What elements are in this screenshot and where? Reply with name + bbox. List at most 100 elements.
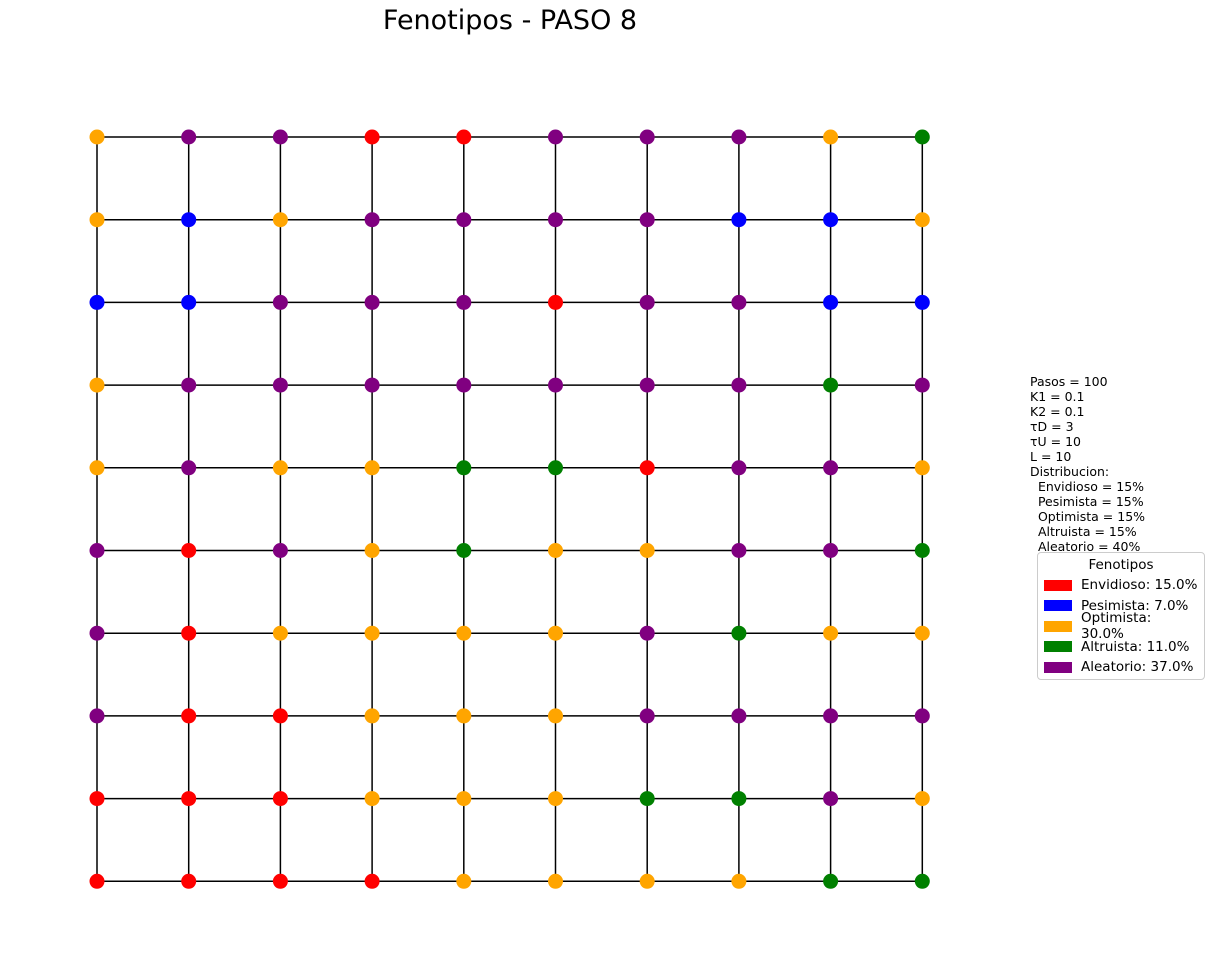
node-2-4-aleatorio — [456, 294, 472, 310]
node-9-6-optimista — [639, 873, 655, 889]
node-3-8-altruista — [823, 377, 839, 393]
node-1-2-optimista — [272, 212, 288, 228]
node-6-3-optimista — [364, 625, 380, 641]
node-6-1-envidioso — [181, 625, 197, 641]
node-6-4-optimista — [456, 625, 472, 641]
node-2-7-aleatorio — [731, 294, 747, 310]
node-3-4-aleatorio — [456, 377, 472, 393]
node-9-2-envidioso — [272, 873, 288, 889]
legend-label: Pesimista: 7.0% — [1081, 597, 1189, 614]
node-0-4-envidioso — [456, 129, 472, 145]
param-line: Pasos = 100 — [1030, 374, 1108, 389]
node-8-2-envidioso — [272, 791, 288, 807]
node-3-2-aleatorio — [272, 377, 288, 393]
node-9-1-envidioso — [181, 873, 197, 889]
legend-swatch — [1044, 620, 1072, 632]
node-8-4-optimista — [456, 791, 472, 807]
legend-label: Optimista: 30.0% — [1081, 610, 1152, 643]
node-5-4-altruista — [456, 543, 472, 558]
node-6-6-aleatorio — [639, 625, 655, 641]
node-4-2-optimista — [272, 460, 288, 476]
node-9-4-optimista — [456, 873, 472, 889]
legend-entry-optimista: Optimista: 30.0% — [1044, 610, 1198, 642]
node-4-4-altruista — [456, 460, 472, 476]
node-2-3-aleatorio — [364, 294, 380, 310]
node-8-3-optimista — [364, 791, 380, 807]
legend-entries: Envidioso: 15.0% Pesimista: 7.0% Optimista… — [1044, 575, 1198, 678]
node-5-7-aleatorio — [731, 543, 747, 558]
node-3-5-aleatorio — [548, 377, 563, 393]
legend-swatch — [1044, 641, 1072, 653]
node-9-7-optimista — [731, 873, 747, 889]
param-line: Envidioso = 15% — [1030, 479, 1145, 494]
node-5-1-envidioso — [181, 543, 197, 558]
param-line: Pesimista = 15% — [1030, 494, 1144, 509]
node-8-7-altruista — [731, 791, 747, 807]
node-7-5-optimista — [548, 708, 563, 724]
node-4-3-optimista — [364, 460, 380, 476]
node-0-6-aleatorio — [639, 129, 655, 145]
node-9-9-altruista — [914, 873, 930, 889]
node-9-8-altruista — [823, 873, 839, 889]
lattice-edges — [96, 136, 924, 883]
legend: Fenotipos Envidioso: 15.0% Pesimista: 7.0… — [1037, 552, 1205, 680]
legend-label: Altruista: 11.0% — [1081, 638, 1190, 655]
node-2-8-pesimista — [823, 294, 839, 310]
node-3-1-aleatorio — [181, 377, 197, 393]
legend-entry-aleatorio: Aleatorio: 37.0% — [1044, 657, 1198, 678]
legend-entry-pesimista: Pesimista: 7.0% — [1044, 596, 1198, 617]
node-4-0-optimista — [89, 460, 105, 476]
parameters-box: Pasos = 100 K1 = 0.1 K2 = 0.1 τD = 3 τU = 10… — [1030, 374, 1145, 554]
node-0-0-optimista — [89, 129, 105, 145]
node-1-3-aleatorio — [364, 212, 380, 228]
node-6-9-optimista — [914, 625, 930, 641]
lattice-nodes — [89, 129, 930, 889]
node-2-5-envidioso — [548, 294, 563, 310]
node-6-2-optimista — [272, 625, 288, 641]
node-5-3-optimista — [364, 543, 380, 558]
node-4-1-aleatorio — [181, 460, 197, 476]
node-7-8-aleatorio — [823, 708, 839, 724]
node-6-8-optimista — [823, 625, 839, 641]
node-1-4-aleatorio — [456, 212, 472, 228]
node-5-5-optimista — [548, 543, 563, 558]
node-3-6-aleatorio — [639, 377, 655, 393]
node-8-5-optimista — [548, 791, 563, 807]
node-2-2-aleatorio — [272, 294, 288, 310]
node-5-6-optimista — [639, 543, 655, 558]
node-2-6-aleatorio — [639, 294, 655, 310]
legend-entry-altruista: Altruista: 11.0% — [1044, 637, 1198, 658]
param-line: Optimista = 15% — [1030, 509, 1146, 524]
node-1-5-aleatorio — [548, 212, 563, 228]
node-5-0-aleatorio — [89, 543, 105, 558]
node-2-9-pesimista — [914, 294, 930, 310]
node-7-6-aleatorio — [639, 708, 655, 724]
node-1-8-pesimista — [823, 212, 839, 228]
node-0-1-aleatorio — [181, 129, 197, 145]
legend-title: Fenotipos — [1088, 557, 1154, 573]
param-line: τU = 10 — [1030, 434, 1082, 449]
node-9-5-optimista — [548, 873, 563, 889]
node-4-8-aleatorio — [823, 460, 839, 476]
node-8-8-aleatorio — [823, 791, 839, 807]
node-7-4-optimista — [456, 708, 472, 724]
node-9-0-envidioso — [89, 873, 105, 889]
node-1-9-optimista — [914, 212, 930, 228]
node-0-3-envidioso — [364, 129, 380, 145]
node-9-3-envidioso — [364, 873, 380, 889]
node-5-8-aleatorio — [823, 543, 839, 558]
node-1-1-pesimista — [181, 212, 197, 228]
node-7-1-envidioso — [181, 708, 197, 724]
node-6-7-altruista — [731, 625, 747, 641]
node-3-0-optimista — [89, 377, 105, 393]
node-6-0-aleatorio — [89, 625, 105, 641]
node-5-9-altruista — [914, 543, 930, 558]
node-0-5-aleatorio — [548, 129, 563, 145]
node-7-7-aleatorio — [731, 708, 747, 724]
node-3-3-aleatorio — [364, 377, 380, 393]
legend-swatch — [1044, 579, 1072, 591]
param-line: Distribucion: — [1030, 464, 1110, 479]
node-7-3-optimista — [364, 708, 380, 724]
node-5-2-aleatorio — [272, 543, 288, 558]
lattice-network — [89, 129, 930, 889]
